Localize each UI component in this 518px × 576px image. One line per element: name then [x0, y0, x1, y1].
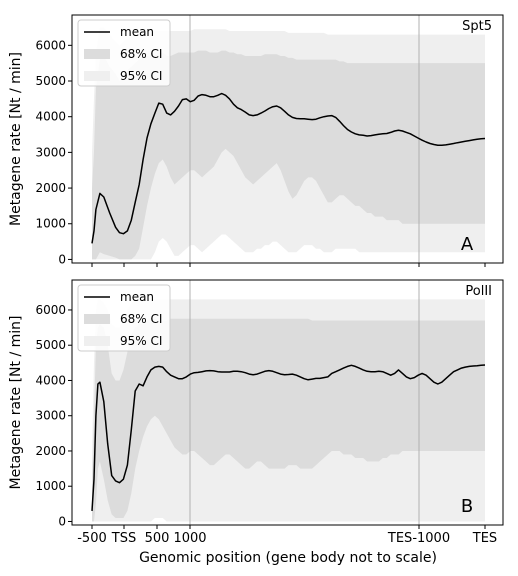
y-tick-label: 1000: [35, 479, 66, 493]
y-tick-label: 0: [58, 252, 66, 266]
panel-b: 0 1000 2000 3000 4000 5000 6000 Metagene rate […: [8, 279, 504, 529]
legend-entry-label: mean: [120, 290, 154, 304]
legend-entry-label: mean: [120, 25, 154, 39]
shared-x-axis: -500 TSS 500 1000 TES-1000 TES: [77, 531, 497, 546]
legend: mean 68% CI 95% CI: [77, 284, 171, 352]
y-tick-label: 4000: [35, 373, 66, 387]
x-tick-label: TES: [472, 531, 497, 546]
axes-frame: [71, 14, 504, 264]
y-tick-label: 6000: [35, 38, 66, 52]
legend-entry-label: 68% CI: [120, 47, 162, 61]
x-tick-label: TSS: [111, 531, 136, 546]
plot-area: [91, 15, 486, 263]
plot-area: [91, 280, 486, 525]
x-axis-label: Genomic position (gene body not to scale…: [139, 550, 437, 566]
legend-swatch-ci68: [84, 314, 110, 324]
y-tick-label: 2000: [35, 444, 66, 458]
legend-entry-label: 68% CI: [120, 312, 162, 326]
mean-line: [91, 364, 486, 511]
y-tick-label: 3000: [35, 409, 66, 423]
y-axis-label: Metagene rate [Nt / min]: [8, 52, 24, 226]
legend-box: [77, 284, 171, 352]
legend-swatch-ci95: [84, 336, 110, 346]
panel-letter: A: [461, 234, 474, 255]
y-tick-label: 5000: [35, 338, 66, 352]
y-tick-label: 5000: [35, 74, 66, 88]
legend: mean 68% CI 95% CI: [77, 19, 171, 87]
legend-box: [77, 19, 171, 87]
y-tick-label: 3000: [35, 145, 66, 159]
x-tick-label: 500: [145, 531, 170, 546]
y-axis-label: Metagene rate [Nt / min]: [8, 316, 24, 490]
panel-annotation: PolII: [465, 284, 492, 299]
y-tick-label: 0: [58, 514, 66, 528]
y-tick-label: 4000: [35, 110, 66, 124]
panel-letter: B: [461, 496, 473, 517]
legend-entry-label: 95% CI: [120, 334, 162, 348]
y-tick-label: 6000: [35, 303, 66, 317]
x-tick-label: 1000: [173, 531, 206, 546]
x-tick-label: -500: [77, 531, 107, 546]
legend-entry-label: 95% CI: [120, 69, 162, 83]
x-tick-label: TES-1000: [387, 531, 450, 546]
legend-swatch-ci68: [84, 49, 110, 59]
axes-frame: [71, 279, 504, 526]
y-tick-label: 1000: [35, 217, 66, 231]
mean-line: [91, 92, 486, 244]
y-tick-label: 2000: [35, 181, 66, 195]
legend-swatch-ci95: [84, 71, 110, 81]
panel-a: 0 1000 2000 3000 4000 5000 6000 Metagene rate […: [8, 14, 504, 267]
panel-annotation: Spt5: [462, 19, 492, 34]
